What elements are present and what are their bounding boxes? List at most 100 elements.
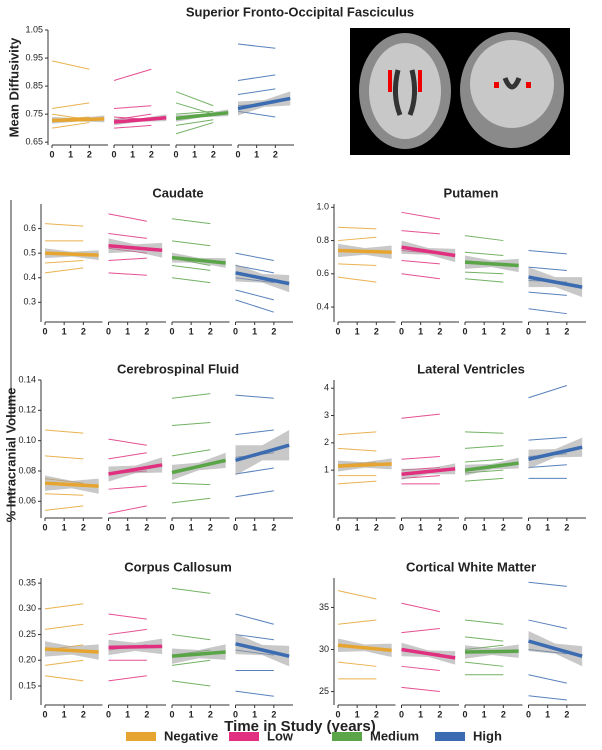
y-tick-label: 1 — [324, 465, 329, 475]
fit-line — [528, 445, 583, 461]
axial-ventricles — [392, 69, 418, 116]
subject-line — [51, 60, 90, 70]
legend-label: Medium — [370, 728, 419, 743]
subject-line — [113, 124, 152, 129]
y-tick-label: 4 — [324, 383, 329, 393]
brain-image — [350, 28, 570, 155]
subject-line — [44, 505, 84, 511]
x-tick-label: 0 — [526, 522, 531, 532]
x-tick-label: 2 — [501, 326, 506, 336]
fit-line — [108, 463, 163, 476]
subject-line — [235, 289, 274, 301]
y-tick-label: 0.85 — [25, 80, 43, 90]
x-tick-label: 2 — [501, 709, 506, 719]
subject-line — [108, 675, 147, 682]
x-tick-label: 1 — [125, 709, 130, 719]
x-tick-label: 0 — [233, 326, 238, 336]
y-tick-label: 0.08 — [18, 465, 36, 475]
subject-line — [171, 218, 211, 225]
x-tick-label: 0 — [42, 326, 47, 336]
y-tick-label: 0.65 — [25, 137, 43, 147]
subject-line — [171, 421, 211, 426]
subject-line — [528, 384, 567, 399]
subject-line — [175, 110, 214, 115]
subject-line — [44, 260, 84, 264]
subject-line — [401, 686, 440, 693]
subject-line — [235, 613, 274, 625]
subject-line — [464, 458, 504, 463]
x-tick-label: 1 — [68, 149, 73, 159]
subject-line — [528, 674, 567, 684]
fit-line — [464, 461, 519, 472]
subject-line — [175, 119, 214, 126]
fit-line — [51, 117, 105, 123]
fit-line — [44, 481, 99, 488]
subject-line — [528, 619, 567, 629]
x-tick-label: 2 — [271, 326, 276, 336]
y-tick-label: 0.3 — [23, 297, 36, 307]
x-tick-label: 1 — [62, 709, 67, 719]
subject-line — [171, 264, 211, 271]
x-tick-label: 1 — [252, 709, 257, 719]
subject-line — [171, 497, 211, 504]
y-tick-label: 0.30 — [18, 603, 36, 613]
y-tick-label: 30 — [319, 644, 329, 654]
fit-line — [401, 647, 456, 660]
chart-title: Putamen — [444, 185, 499, 200]
legend-label: High — [473, 728, 502, 743]
subject-line — [528, 308, 567, 315]
legend-swatch — [126, 732, 156, 741]
subject-line — [44, 675, 84, 682]
x-tick-label: 0 — [49, 149, 54, 159]
fit-line — [113, 116, 167, 124]
subject-line — [108, 438, 147, 446]
subject-line — [51, 122, 90, 129]
subject-line — [235, 394, 274, 399]
subject-line — [113, 68, 152, 81]
tract-mark — [418, 70, 422, 92]
subject-line — [528, 695, 567, 701]
x-tick-label: 2 — [374, 326, 379, 336]
x-tick-label: 1 — [189, 326, 194, 336]
subject-line — [464, 661, 504, 667]
fit-line — [337, 248, 392, 254]
y-tick-label: 25 — [319, 686, 329, 696]
x-tick-label: 1 — [252, 326, 257, 336]
subject-line — [175, 91, 214, 107]
subject-line — [44, 603, 84, 610]
subject-line — [237, 88, 276, 96]
x-tick-label: 2 — [374, 522, 379, 532]
fit-line — [171, 650, 226, 658]
x-tick-label: 1 — [192, 149, 197, 159]
y-tick-label: 1.05 — [25, 24, 43, 34]
fit-line — [175, 111, 229, 121]
x-tick-label: 0 — [106, 709, 111, 719]
subject-line — [235, 490, 274, 498]
x-tick-label: 0 — [462, 522, 467, 532]
subject-line — [528, 464, 567, 468]
subject-line — [108, 613, 147, 620]
subject-line — [528, 291, 567, 296]
fit-line — [464, 260, 519, 268]
x-tick-label: 1 — [355, 522, 360, 532]
subject-line — [171, 482, 211, 486]
y-axis-label: Mean Diffusivity — [6, 37, 21, 137]
subject-line — [528, 250, 567, 255]
y-tick-label: 0.75 — [25, 109, 43, 119]
x-tick-label: 1 — [418, 522, 423, 532]
subject-line — [401, 602, 440, 613]
y-tick-label: 0.6 — [316, 268, 329, 278]
x-tick-label: 2 — [437, 709, 442, 719]
fit-line — [528, 639, 583, 658]
y-tick-label: 1.0 — [316, 202, 329, 212]
x-tick-label: 2 — [271, 709, 276, 719]
subject-line — [44, 659, 84, 666]
x-tick-label: 0 — [42, 522, 47, 532]
chart-title: Cerebrospinal Fluid — [117, 361, 239, 376]
y-tick-label: 0.06 — [18, 496, 36, 506]
x-tick-label: 2 — [273, 149, 278, 159]
coronal-white-matter — [470, 40, 554, 128]
subject-line — [337, 480, 377, 485]
subject-line — [44, 267, 84, 274]
